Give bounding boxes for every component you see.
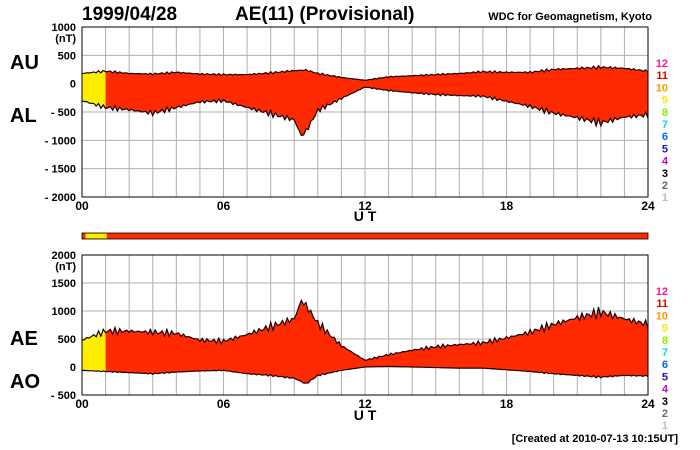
y-tick-label: - 500 xyxy=(51,390,76,402)
x-tick-label: 12 xyxy=(358,199,372,213)
date-title: 1999/04/28 xyxy=(82,4,178,25)
station-scale-label: 5 xyxy=(662,371,668,383)
y-tick-label: - 2000 xyxy=(45,192,76,204)
x-tick-label: 24 xyxy=(641,199,655,213)
y-tick-label: - 1000 xyxy=(45,135,76,147)
station-scale-label: 4 xyxy=(662,156,669,168)
index-title: AE(11) (Provisional) xyxy=(235,4,415,25)
station-scale-label: 11 xyxy=(656,298,668,310)
ao-label: AO xyxy=(10,371,40,393)
station-scale-label: 9 xyxy=(662,95,668,107)
envelope-fill-early xyxy=(82,329,106,372)
station-scale-label: 11 xyxy=(656,70,668,82)
chart-panel-1: 1000 500 0 - 500 - 1000 - 1500 - 2000 (nT) 00 06 1… xyxy=(45,22,669,224)
station-scale-label: 10 xyxy=(656,82,668,94)
plot-frame xyxy=(81,254,649,396)
au-label: AU xyxy=(10,52,39,74)
y-tick-label: 1000 xyxy=(52,306,76,318)
station-scale-label: 12 xyxy=(656,286,668,298)
station-scale-label: 5 xyxy=(662,143,668,155)
x-tick-label: 06 xyxy=(217,397,231,411)
station-scale-label: 4 xyxy=(662,384,669,396)
station-scale-label: 7 xyxy=(662,119,668,131)
station-scale-label: 7 xyxy=(662,347,668,359)
y-tick-label: 0 xyxy=(70,79,76,91)
y-tick-label: 1000 xyxy=(52,22,76,34)
station-scale-label: 2 xyxy=(662,180,668,192)
station-scale-label: 1 xyxy=(662,192,668,204)
x-tick-label: 18 xyxy=(500,397,514,411)
station-scale-label: 10 xyxy=(656,310,668,322)
envelope-fill xyxy=(82,65,648,136)
series-line-al xyxy=(81,86,649,137)
station-bar-early xyxy=(85,233,107,239)
x-tick-label: 06 xyxy=(217,199,231,213)
station-scale-label: 3 xyxy=(662,396,668,408)
y-unit-label: (nT) xyxy=(55,261,76,273)
station-scale-label: 6 xyxy=(662,131,668,143)
al-label: AL xyxy=(10,105,37,127)
y-tick-label: 500 xyxy=(58,334,76,346)
station-scale-label: 3 xyxy=(662,168,668,180)
organization-label: WDC for Geomagnetism, Kyoto xyxy=(488,11,652,23)
x-axis-label: U T xyxy=(354,208,377,224)
y-tick-label: 2000 xyxy=(52,250,76,262)
series-line-ao xyxy=(81,365,649,384)
ae-label: AE xyxy=(10,328,38,350)
station-scale-label: 1 xyxy=(662,420,668,432)
y-tick-label: 500 xyxy=(58,50,76,62)
x-tick-label: 00 xyxy=(75,199,89,213)
y-unit-label: (nT) xyxy=(55,33,76,45)
station-scale-label: 2 xyxy=(662,408,668,420)
x-tick-label: 00 xyxy=(75,397,89,411)
plot-frame xyxy=(81,26,649,198)
station-scale-label: 6 xyxy=(662,359,668,371)
x-tick-label: 18 xyxy=(500,199,514,213)
station-scale-label: 8 xyxy=(662,107,668,119)
series-line-au xyxy=(81,64,649,81)
station-bar xyxy=(81,232,649,240)
y-tick-label: 0 xyxy=(70,362,76,374)
created-timestamp: [Created at 2010-07-13 10:15UT] xyxy=(511,433,678,445)
station-scale-label: 8 xyxy=(662,335,668,347)
x-tick-label: 24 xyxy=(641,397,655,411)
series-line-ae xyxy=(81,299,649,361)
station-scale-label: 12 xyxy=(656,58,668,70)
y-tick-label: - 500 xyxy=(51,107,76,119)
x-axis-label: U T xyxy=(354,407,377,423)
station-scale-label: 9 xyxy=(662,323,668,335)
envelope-fill xyxy=(82,300,648,384)
envelope-fill-early xyxy=(82,70,106,109)
y-tick-label: 1500 xyxy=(52,278,76,290)
x-tick-label: 12 xyxy=(358,397,372,411)
y-tick-label: - 1500 xyxy=(45,164,76,176)
